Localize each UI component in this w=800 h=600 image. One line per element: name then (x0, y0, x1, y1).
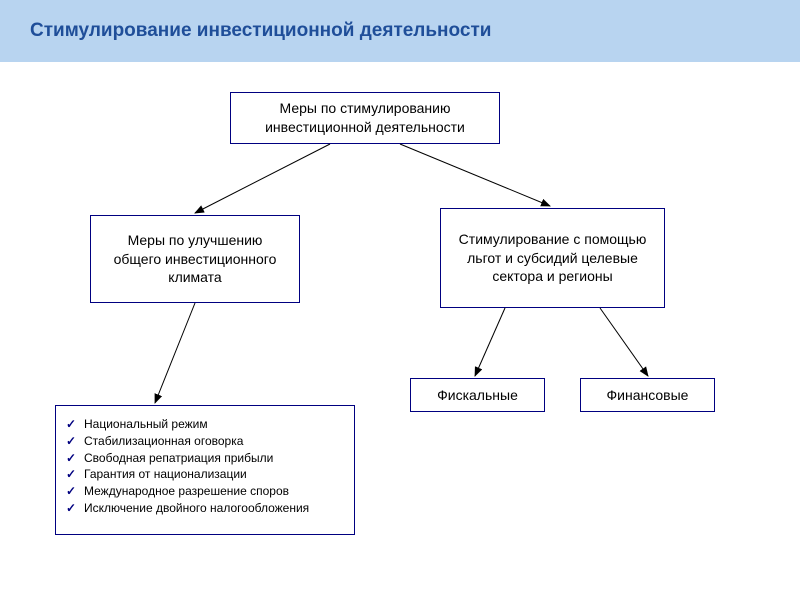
list-item: Гарантия от национализации (66, 466, 340, 483)
list-item: Национальный режим (66, 416, 340, 433)
list-item: Стабилизационная оговорка (66, 433, 340, 450)
node-financial: Финансовые (580, 378, 715, 412)
node-incentives: Стимулирование с помощью льгот и субсиди… (440, 208, 665, 308)
measures-list: Национальный режимСтабилизационная огово… (66, 416, 340, 517)
slide-title-text: Стимулирование инвестиционной деятельнос… (30, 20, 491, 41)
measures-list-box: Национальный режимСтабилизационная огово… (55, 405, 355, 535)
node-fiscal: Фискальные (410, 378, 545, 412)
node-improve-climate-label: Меры по улучшению общего инвестиционного… (103, 231, 287, 288)
node-improve-climate: Меры по улучшению общего инвестиционного… (90, 215, 300, 303)
node-fiscal-label: Фискальные (437, 386, 518, 405)
node-financial-label: Финансовые (607, 386, 689, 405)
node-root: Меры по стимулированию инвестиционной де… (230, 92, 500, 144)
slide-title-bar: Стимулирование инвестиционной деятельнос… (0, 0, 800, 62)
list-item: Исключение двойного налогообложения (66, 500, 340, 517)
node-incentives-label: Стимулирование с помощью льгот и субсиди… (453, 230, 652, 287)
list-item: Свободная репатриация прибыли (66, 450, 340, 467)
node-root-label: Меры по стимулированию инвестиционной де… (243, 99, 487, 137)
list-item: Международное разрешение споров (66, 483, 340, 500)
